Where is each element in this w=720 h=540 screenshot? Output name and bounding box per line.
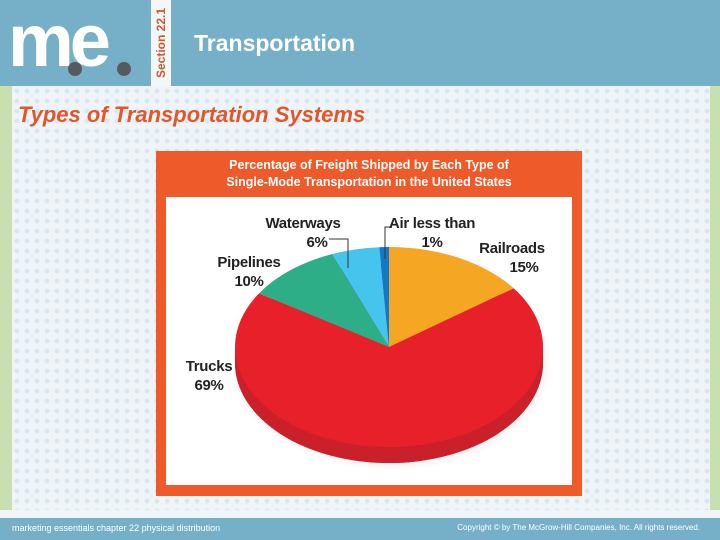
leader-line-air: [384, 226, 392, 259]
footer-copyright: Copyright © by The McGrow-Hill Companies…: [457, 523, 700, 532]
pie-slice-trucks: [235, 288, 544, 447]
footer-course-text: marketing essentials chapter 22 physical…: [12, 523, 221, 533]
label-waterways-value: 6%: [306, 234, 328, 251]
section-tab: Section 22.1: [151, 0, 171, 86]
pie-slice-railroads: [389, 247, 514, 347]
label-railroads-name: Railroads: [479, 240, 545, 257]
chart-caption-line1: Percentage of Freight Shipped by Each Ty…: [229, 158, 509, 172]
label-railroads-value: 15%: [509, 259, 539, 276]
label-pipelines: Pipelines 10%: [212, 253, 286, 291]
me-logo: me: [8, 8, 131, 80]
label-air: Air less than 1%: [382, 214, 482, 252]
header-title: Transportation: [194, 30, 356, 56]
label-trucks: Trucks 69%: [182, 357, 236, 395]
svg-text:me: me: [8, 8, 109, 80]
pie-slice-waterways: [332, 247, 389, 347]
chart-caption: Percentage of Freight Shipped by Each Ty…: [156, 157, 582, 191]
right-accent-strip: [710, 86, 720, 510]
label-air-value: 1%: [421, 234, 443, 251]
chart-frame: Percentage of Freight Shipped by Each Ty…: [156, 151, 582, 496]
label-waterways-name: Waterways: [265, 215, 341, 232]
chart-area: Waterways 6% Air less than 1% Railroads …: [166, 197, 572, 485]
label-air-name: Air less than: [388, 215, 476, 232]
pie-slice-air: [379, 247, 389, 347]
label-waterways: Waterways 6%: [248, 214, 358, 252]
left-accent-strip: [0, 86, 12, 510]
label-pipelines-name: Pipelines: [217, 254, 281, 271]
section-label: Section 22.1: [154, 7, 168, 79]
pie-slice-pipelines: [259, 254, 389, 347]
page-title: Types of Transportation Systems: [18, 102, 366, 127]
footer-bar: marketing essentials chapter 22 physical…: [0, 518, 720, 540]
leader-line-waterways: [329, 238, 349, 268]
pie-chart: [232, 226, 552, 471]
label-pipelines-value: 10%: [234, 273, 264, 290]
label-trucks-name: Trucks: [185, 358, 233, 375]
header-bar: me Section 22.1 Transportation: [0, 0, 720, 86]
chart-caption-line2: Single-Mode Transportation in the United…: [226, 175, 512, 189]
label-trucks-value: 69%: [194, 377, 224, 394]
label-railroads: Railroads 15%: [472, 239, 552, 277]
